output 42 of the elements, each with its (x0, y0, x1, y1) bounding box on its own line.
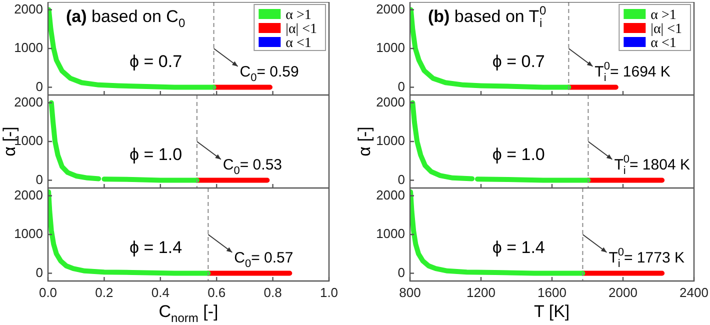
x-axis-title: T [K] (534, 302, 570, 321)
y-tick-label: 1000 (376, 133, 405, 148)
y-tick-label: 2000 (376, 1, 405, 16)
x-tick-label: 0.4 (151, 285, 170, 300)
annotation: ϕ = 0.7 (492, 52, 545, 72)
x-tick-label: 0.0 (38, 285, 58, 300)
x-tick-label: 800 (399, 285, 421, 300)
y-tick-label: 2000 (14, 187, 43, 202)
y-tick-label: 1000 (14, 40, 43, 56)
y-tick-label: 2000 (14, 94, 43, 110)
legend-label: α >1 (650, 8, 676, 23)
y-axis-title: α [-] (354, 126, 374, 156)
legend-label: |α| <1 (286, 22, 318, 37)
y-tick-label: 1000 (376, 40, 405, 56)
annotation: ϕ = 1.4 (492, 238, 545, 258)
x-tick-label: 0.8 (264, 285, 282, 300)
y-tick-label: 2000 (376, 94, 405, 110)
y-tick-label: 0 (36, 78, 43, 94)
x-tick-label: 2400 (680, 285, 708, 300)
y-tick-label: 2000 (14, 1, 43, 16)
y-tick-label: 0 (36, 264, 43, 280)
y-tick-label: 1000 (14, 226, 43, 242)
x-tick-label: 1200 (466, 285, 496, 300)
y-tick-label: 0 (398, 172, 405, 187)
legend-label: α <1 (286, 36, 312, 51)
annotation: ϕ = 0.7 (129, 52, 182, 72)
x-tick-label: 0.2 (95, 285, 114, 300)
y-tick-label: 1000 (376, 226, 405, 242)
legend-label: |α| <1 (650, 22, 682, 37)
annotation: ϕ = 1.4 (129, 238, 182, 258)
x-tick-label: 1600 (538, 285, 566, 300)
y-tick-label: 0 (398, 78, 405, 94)
x-tick-label: 1.0 (320, 285, 338, 300)
legend-label: α <1 (650, 36, 676, 51)
annotation: ϕ = 1.0 (492, 145, 545, 164)
legend-label: α >1 (286, 8, 312, 23)
x-tick-label: 0.6 (208, 285, 226, 300)
y-tick-label: 0 (398, 264, 405, 280)
y-tick-label: 2000 (376, 187, 405, 202)
x-tick-label: 2000 (608, 285, 638, 300)
annotation: ϕ = 1.0 (129, 145, 182, 164)
y-tick-label: 0 (36, 172, 43, 187)
